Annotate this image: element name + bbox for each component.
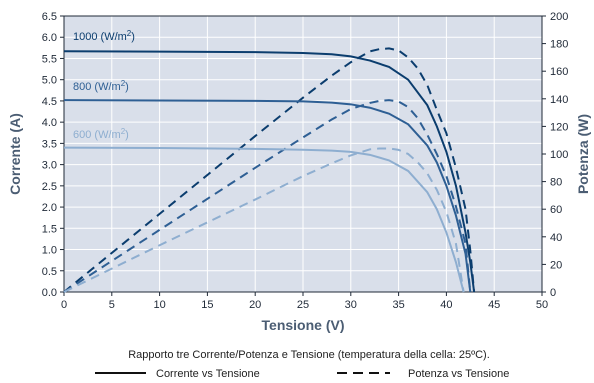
series-label-main: 600 (W/m xyxy=(73,129,121,141)
series-current-line xyxy=(63,146,465,293)
chart-caption: Rapporto tre Corrente/Potenza e Tensione… xyxy=(128,349,490,361)
y-left-tick-label: 3.0 xyxy=(42,160,57,172)
y-right-tick-label: 160 xyxy=(550,66,568,78)
series-label-end: ) xyxy=(131,31,135,43)
y-left-axis-title: Corrente (A) xyxy=(7,113,23,195)
y-left-tick-label: 5.0 xyxy=(42,75,57,87)
x-tick-label: 40 xyxy=(440,299,452,311)
series-label-superscript: 2 xyxy=(121,127,126,136)
y-left-tick-label: 3.5 xyxy=(42,138,57,150)
series-label-main: 800 (W/m xyxy=(73,81,121,93)
x-tick-label: 15 xyxy=(201,299,213,311)
series-label: 1000 (W/m2) xyxy=(73,29,135,43)
x-tick-label: 25 xyxy=(297,299,309,311)
series-label-end: ) xyxy=(125,81,129,93)
series-label-superscript: 2 xyxy=(121,79,126,88)
x-tick-label: 0 xyxy=(61,299,67,311)
y-right-axis-title: Potenza (W) xyxy=(575,114,591,194)
series-layer xyxy=(63,47,476,293)
series-label: 600 (W/m2) xyxy=(73,127,129,141)
y-left-tick-label: 5.5 xyxy=(42,53,57,65)
legend-label-current: Corrente vs Tensione xyxy=(156,368,260,378)
series-current-line xyxy=(63,99,472,293)
series-label-main: 1000 (W/m xyxy=(73,31,127,43)
x-tick-label: 45 xyxy=(488,299,500,311)
y-right-tick-label: 40 xyxy=(550,232,562,244)
y-right-tick-label: 60 xyxy=(550,204,562,216)
series-label-superscript: 2 xyxy=(127,29,132,38)
series-labels: 1000 (W/m2)800 (W/m2)600 (W/m2) xyxy=(73,29,135,141)
series-current-line xyxy=(63,50,476,293)
x-tick-label: 35 xyxy=(392,299,404,311)
series-power-line xyxy=(63,47,476,293)
series-label: 800 (W/m2) xyxy=(73,79,129,93)
y-left-tick-label: 6.5 xyxy=(42,11,57,23)
y-left-tick-label: 4.0 xyxy=(42,117,57,129)
y-left-tick-label: 4.5 xyxy=(42,96,57,108)
legend: Corrente vs Tensione Potenza vs Tensione xyxy=(95,368,509,380)
x-tick-label: 20 xyxy=(249,299,261,311)
y-right-tick-label: 0 xyxy=(550,287,556,299)
y-left-tick-label: 0.5 xyxy=(42,266,57,278)
y-right-tick-label: 140 xyxy=(550,94,568,106)
y-left-tick-label: 2.5 xyxy=(42,181,57,193)
x-tick-label: 50 xyxy=(536,299,548,311)
x-tick-label: 30 xyxy=(345,299,357,311)
y-right-tick-label: 180 xyxy=(550,39,568,51)
y-left-tick-label: 0.0 xyxy=(42,287,57,299)
series-label-end: ) xyxy=(125,129,129,141)
y-left-tick-label: 1.0 xyxy=(42,245,57,257)
y-right-tick-label: 120 xyxy=(550,121,568,133)
y-right-tick-label: 20 xyxy=(550,259,562,271)
axes: 0 5 10 15 20 25 30 35 40 45 500.00.51.01.52.02.53.… xyxy=(42,11,569,311)
y-right-tick-label: 80 xyxy=(550,177,562,189)
legend-label-power: Potenza vs Tensione xyxy=(408,368,509,378)
y-left-tick-label: 2.0 xyxy=(42,202,57,214)
y-right-tick-label: 200 xyxy=(550,11,568,23)
x-axis-title: Tensione (V) xyxy=(262,317,345,333)
x-tick-label: 10 xyxy=(153,299,165,311)
y-left-tick-label: 1.5 xyxy=(42,223,57,235)
series-power-line xyxy=(63,147,465,293)
y-left-tick-label: 6.0 xyxy=(42,32,57,44)
series-power-line xyxy=(63,99,472,293)
y-right-tick-label: 100 xyxy=(550,149,568,161)
x-tick-label: 5 xyxy=(109,299,115,311)
